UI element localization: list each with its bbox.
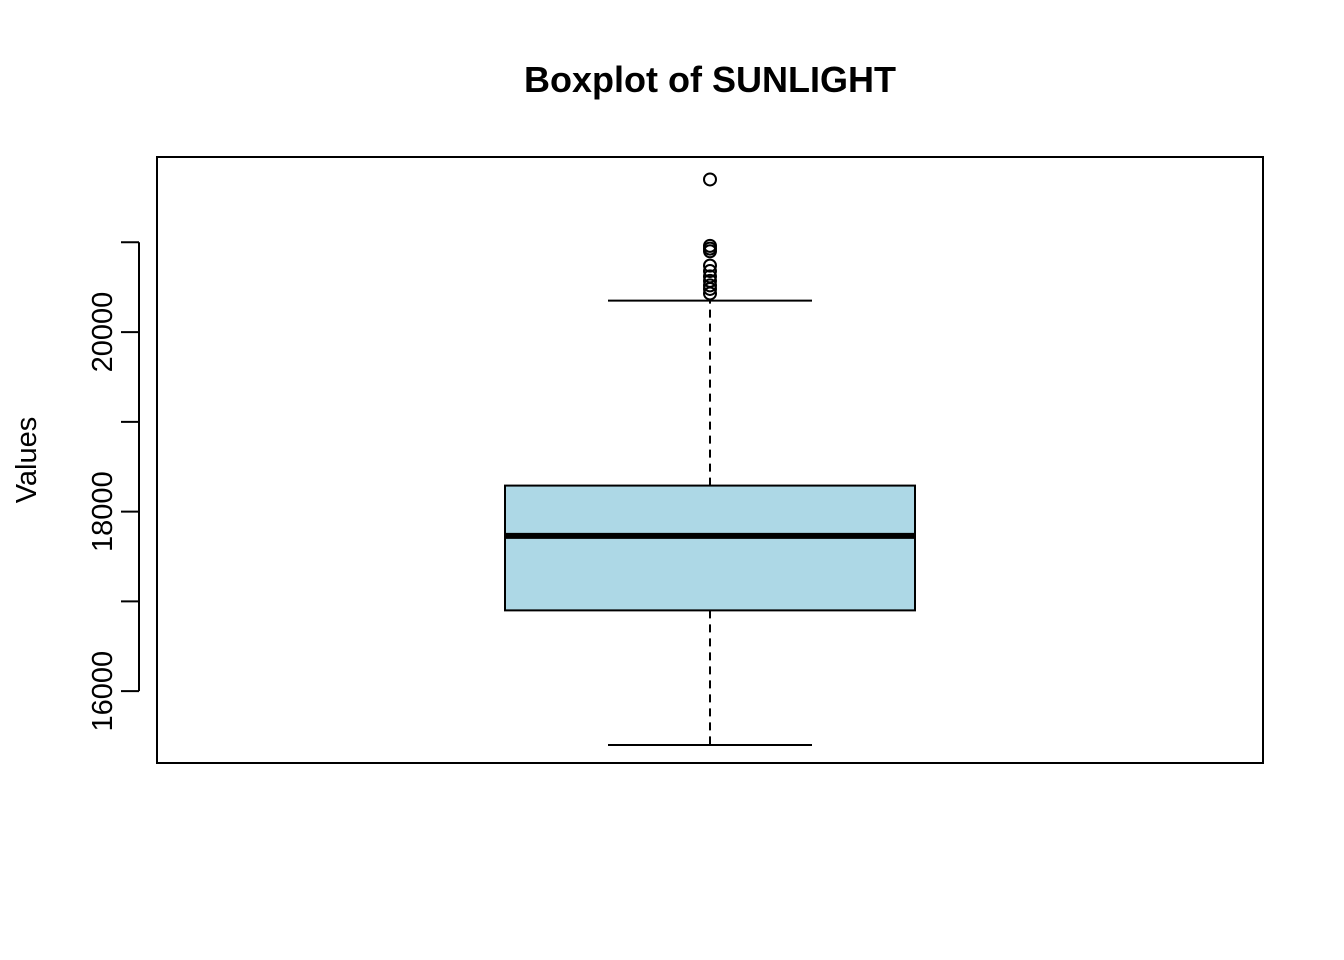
y-tick-label: 16000	[87, 651, 119, 732]
outlier-point	[703, 172, 717, 187]
y-axis: 16000 18000 20000	[87, 241, 140, 732]
iqr-box	[504, 484, 916, 612]
y-axis-label: Values	[11, 417, 43, 504]
outlier-point	[703, 258, 717, 273]
outlier-layer	[703, 172, 717, 301]
box-layer	[504, 299, 916, 747]
outlier-point	[703, 286, 717, 301]
y-tick-label: 20000	[87, 292, 119, 373]
chart-title: Boxplot of SUNLIGHT	[524, 59, 896, 100]
outlier-point	[703, 264, 717, 279]
y-tick-label: 18000	[87, 471, 119, 552]
outlier-point	[703, 244, 717, 259]
plot-frame	[156, 156, 1264, 764]
outlier-point	[703, 281, 717, 296]
